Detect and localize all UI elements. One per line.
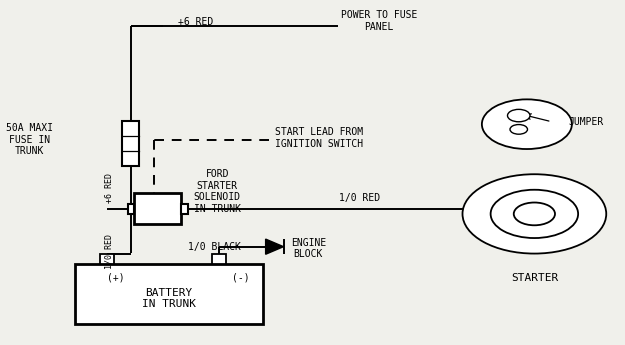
Text: 1/0 RED: 1/0 RED <box>105 234 114 269</box>
Text: 1/0 RED: 1/0 RED <box>339 194 380 203</box>
Text: BATTERY
IN TRUNK: BATTERY IN TRUNK <box>142 288 196 309</box>
Text: +6 RED: +6 RED <box>178 18 213 27</box>
Text: +6 RED: +6 RED <box>105 173 114 203</box>
Text: 1/0 BLACK: 1/0 BLACK <box>188 242 241 252</box>
Bar <box>181 204 188 214</box>
Circle shape <box>514 203 555 225</box>
Circle shape <box>482 99 572 149</box>
Text: (+): (+) <box>107 273 124 283</box>
Bar <box>213 254 226 264</box>
Text: ENGINE
BLOCK: ENGINE BLOCK <box>291 238 326 259</box>
Text: JUMPER: JUMPER <box>569 118 604 127</box>
Text: (-): (-) <box>232 273 249 283</box>
Circle shape <box>491 190 578 238</box>
Bar <box>75 264 262 324</box>
Text: 50A MAXI
FUSE IN
TRUNK: 50A MAXI FUSE IN TRUNK <box>6 123 53 156</box>
Circle shape <box>510 125 528 134</box>
Polygon shape <box>266 239 284 254</box>
Text: START LEAD FROM
IGNITION SWITCH: START LEAD FROM IGNITION SWITCH <box>275 127 363 149</box>
Bar <box>100 254 114 264</box>
Circle shape <box>462 174 606 254</box>
Bar <box>122 121 139 166</box>
Bar <box>127 204 134 214</box>
Text: POWER TO FUSE
PANEL: POWER TO FUSE PANEL <box>341 10 417 31</box>
Circle shape <box>508 109 530 122</box>
Text: STARTER: STARTER <box>511 273 558 283</box>
Bar <box>134 193 181 224</box>
Text: FORD
STARTER
SOLENOID
IN TRUNK: FORD STARTER SOLENOID IN TRUNK <box>194 169 241 214</box>
